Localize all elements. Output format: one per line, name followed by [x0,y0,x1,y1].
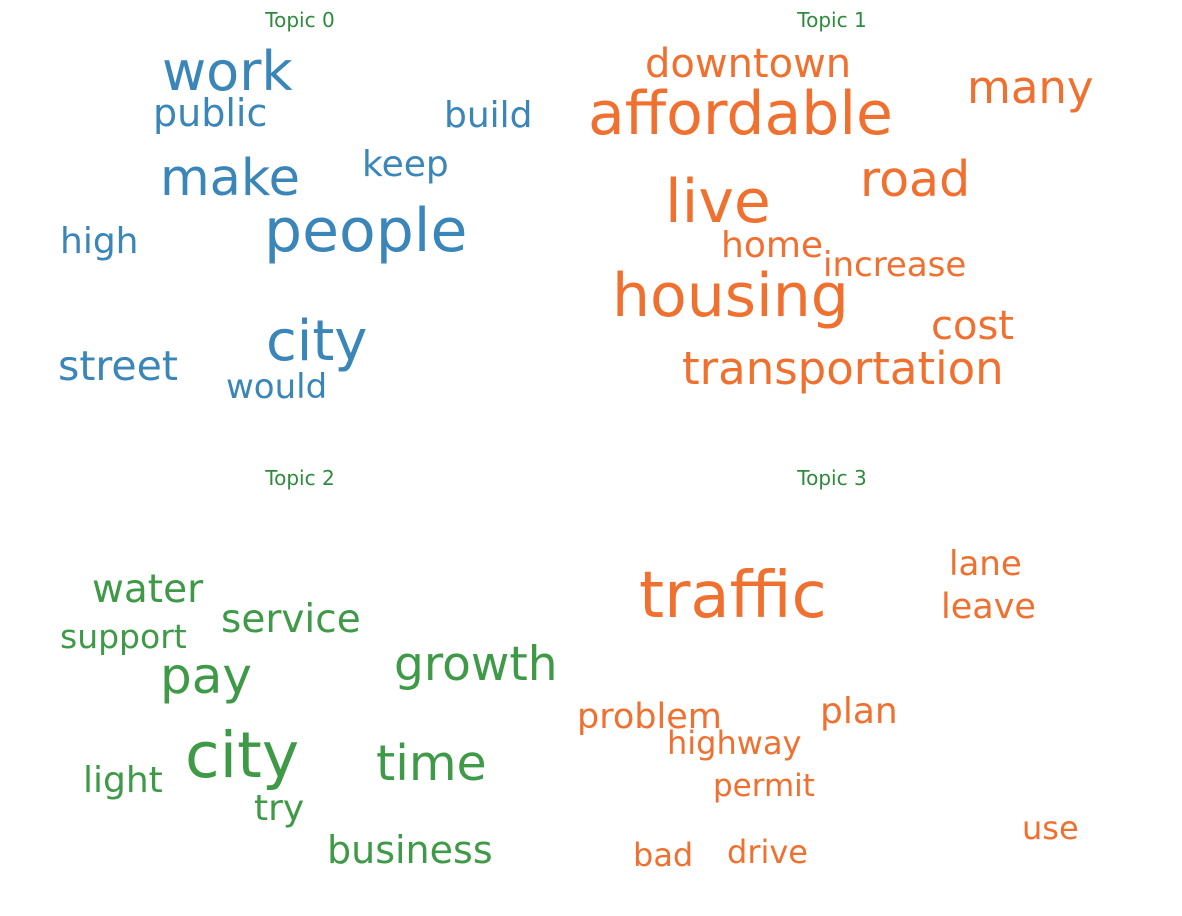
topic-0-word: city [266,309,368,374]
topic-0-word: work [162,40,293,103]
topic-0-word: build [444,95,533,136]
topic-0-word: keep [362,144,449,185]
topic-3-word: lane [949,544,1022,584]
topic-0-wordcloud: Topic 0 work public build make keep peop… [0,0,591,458]
topic-3-word: bad [633,836,694,874]
topic-3-word: plan [820,691,898,732]
topic-1-word: many [967,61,1094,114]
topic-2-word: time [376,735,487,792]
topic-1-word: affordable [588,79,893,149]
topic-2-word: business [327,828,493,872]
topic-2-word: light [83,760,163,801]
topic-2-word: pay [160,647,252,705]
topic-2-word: try [254,788,305,829]
topic-1-word: transportation [682,342,1004,395]
topic-0-word: would [226,367,328,407]
topic-2-word: support [60,617,187,656]
topic-1-title: Topic 1 [797,8,867,32]
topic-2-word: city [185,719,300,792]
topic-3-word: traffic [639,559,827,633]
topic-2-word: service [221,597,361,642]
topic-1-word: road [860,151,971,208]
topic-2-word: water [92,567,204,612]
topic-3-wordcloud: Topic 3 lane traffic leave problem plan … [577,458,1182,916]
topic-3-word: highway [667,724,802,762]
topic-3-word: permit [713,768,815,804]
topic-3-title: Topic 3 [797,466,867,490]
topic-1-word: downtown [645,41,852,87]
topic-1-word: home [721,225,824,266]
topic-1-word: live [665,167,771,237]
topic-3-word: use [1022,809,1079,847]
topic-1-word: increase [823,245,967,285]
topic-3-word: drive [727,833,808,871]
topic-3-word: problem [577,697,722,737]
topic-1-wordcloud: Topic 1 downtown affordable many road li… [588,0,1182,458]
topic-2-word: growth [394,637,558,692]
topic-0-word: people [264,196,468,266]
topic-0-word: public [153,91,268,135]
topic-2-wordcloud: Topic 2 water service support growth pay… [0,458,591,916]
topic-0-word: make [160,149,301,208]
topic-3-word: leave [941,587,1036,627]
topic-1-word: housing [612,261,849,331]
topic-0-word: high [60,221,139,262]
topic-2-title: Topic 2 [265,466,335,490]
topic-0-title: Topic 0 [265,8,335,32]
topic-1-word: cost [931,303,1014,349]
topic-0-word: street [58,342,178,390]
